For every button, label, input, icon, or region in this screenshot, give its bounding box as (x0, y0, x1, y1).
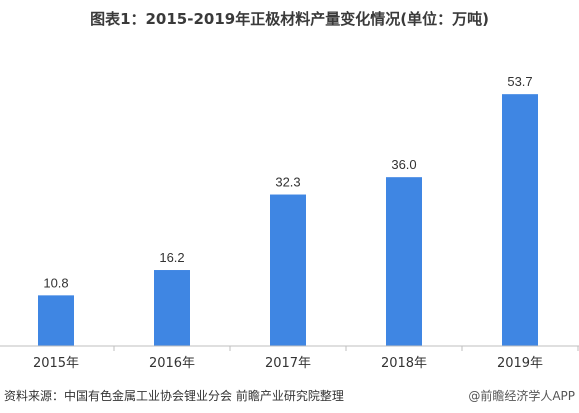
source-note: 资料来源：中国有色金属工业协会锂业分会 前瞻产业研究院整理 (4, 389, 344, 403)
bar-2018年 (386, 177, 422, 346)
bars-group (38, 94, 538, 346)
x-tick-label-2015年: 2015年 (33, 356, 79, 371)
x-axis-labels: 2015年 2016年 2017年 2018年 2019年 (33, 356, 543, 371)
bar-2015年 (38, 295, 74, 346)
chart-title: 图表1：2015-2019年正极材料产量变化情况(单位：万吨) (90, 10, 489, 28)
brand-mark: @前瞻经济学人APP (468, 389, 575, 403)
x-tick-label-2018年: 2018年 (381, 356, 427, 371)
data-label-2018年: 36.0 (391, 157, 416, 172)
data-label-2019年: 53.7 (507, 74, 532, 89)
bar-2017年 (270, 194, 306, 346)
bar-2016年 (154, 270, 190, 346)
data-label-2015年: 10.8 (43, 275, 68, 290)
x-tick-label-2017年: 2017年 (265, 356, 311, 371)
data-labels: 10.8 16.2 32.3 36.0 53.7 (43, 74, 532, 290)
x-tick-label-2016年: 2016年 (149, 356, 195, 371)
data-label-2016年: 16.2 (159, 250, 184, 265)
bar-2019年 (502, 94, 538, 346)
x-axis-ticks (113, 346, 579, 351)
data-label-2017年: 32.3 (275, 175, 300, 190)
x-tick-label-2019年: 2019年 (497, 356, 543, 371)
